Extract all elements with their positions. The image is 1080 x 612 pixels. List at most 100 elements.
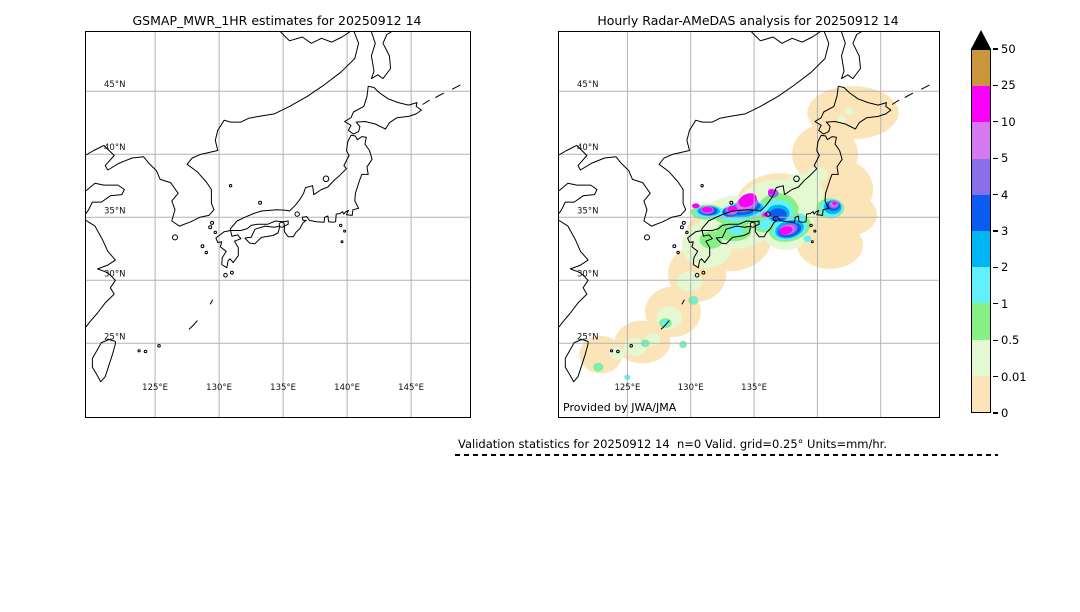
coastline bbox=[280, 32, 350, 44]
island-outline bbox=[343, 229, 347, 233]
colorbar-tick-label: 0.01 bbox=[1001, 369, 1027, 384]
precip-blob bbox=[757, 219, 771, 230]
coastline bbox=[564, 339, 589, 383]
lon-tick-label: 130°E bbox=[678, 383, 704, 393]
island-outline bbox=[685, 230, 689, 235]
precip-blob bbox=[738, 193, 757, 208]
coastline bbox=[904, 92, 914, 98]
precip-blob bbox=[778, 226, 793, 235]
coastline bbox=[86, 32, 360, 227]
footer-dashed-line bbox=[455, 454, 998, 456]
island-outline bbox=[676, 250, 680, 255]
validation-statistics-text: Validation statistics for 20250912 14 n=… bbox=[458, 437, 887, 451]
left-panel-title: GSMAP_MWR_1HR estimates for 20250912 14 bbox=[132, 13, 422, 28]
radar-map-panel: 45°N 40°N 35°N 30°N 25°N 125°E 130°E 135°E Prov… bbox=[558, 31, 940, 418]
island-outline bbox=[157, 344, 161, 348]
island-outline bbox=[793, 175, 800, 183]
lon-tick-label: 135°E bbox=[741, 383, 767, 393]
coastline bbox=[451, 84, 461, 90]
colorbar-tick-label: 4 bbox=[1001, 187, 1009, 202]
island-outline bbox=[749, 221, 756, 228]
coastline bbox=[91, 339, 116, 383]
island-outline bbox=[616, 349, 620, 354]
lat-tick-label: 35°N bbox=[577, 206, 598, 216]
precip-blob bbox=[837, 115, 846, 123]
coastline bbox=[681, 299, 685, 305]
island-outline bbox=[765, 211, 771, 217]
island-outline bbox=[694, 272, 700, 278]
colorbar-tick-label: 50 bbox=[1001, 42, 1016, 56]
precip-blob bbox=[769, 208, 787, 221]
colorbar-segment bbox=[972, 231, 990, 268]
lat-tick-label: 35°N bbox=[104, 206, 125, 216]
island-outline bbox=[228, 184, 233, 188]
island-outline bbox=[629, 344, 633, 348]
coastline bbox=[891, 99, 900, 105]
island-outline bbox=[701, 270, 706, 275]
lat-tick-label: 45°N bbox=[577, 80, 598, 90]
precip-blob bbox=[661, 319, 670, 327]
island-outline bbox=[210, 220, 215, 225]
coastline bbox=[370, 32, 392, 80]
lon-tick-label: 130°E bbox=[206, 383, 232, 393]
lat-tick-label: 40°N bbox=[104, 143, 125, 153]
colorbar-tick-label: 2 bbox=[1001, 260, 1009, 275]
coastline bbox=[715, 225, 752, 245]
colorbar-segment bbox=[972, 122, 990, 159]
lat-tick-label: 45°N bbox=[104, 80, 125, 90]
island-outline bbox=[258, 200, 263, 205]
island-outline bbox=[610, 349, 614, 353]
colorbar-tick-mark bbox=[993, 375, 998, 378]
right-panel-title: Hourly Radar-AMeDAS analysis for 2025091… bbox=[597, 13, 899, 28]
coastline bbox=[751, 32, 821, 44]
lon-tick-label: 125°E bbox=[142, 383, 168, 393]
colorbar-tick-label: 1 bbox=[1001, 296, 1009, 311]
island-outline bbox=[230, 270, 234, 275]
colorbar-tick-label: 0.5 bbox=[1001, 333, 1020, 348]
coastline bbox=[559, 32, 830, 227]
coastline bbox=[435, 92, 445, 98]
colorbar: 50 25 10 5 4 3 2 1 0.5 0.01 0 bbox=[971, 30, 1041, 430]
colorbar-tick-mark bbox=[993, 48, 998, 50]
precip-blob bbox=[803, 235, 812, 242]
lat-tick-label: 25°N bbox=[577, 332, 598, 342]
precip-blob bbox=[623, 338, 647, 356]
island-outline bbox=[278, 221, 285, 228]
colorbar-segment bbox=[972, 50, 990, 87]
colorbar-segment bbox=[972, 86, 990, 123]
colorbar-tick-mark bbox=[993, 339, 998, 341]
island-outline bbox=[339, 223, 343, 228]
coastline bbox=[559, 182, 598, 214]
colorbar-tick-mark bbox=[993, 193, 998, 196]
data-credit-label: Provided by JWA/JMA bbox=[563, 401, 677, 414]
lon-tick-label: 125°E bbox=[614, 383, 640, 393]
lat-tick-label: 25°N bbox=[104, 332, 125, 342]
coastline bbox=[86, 182, 125, 214]
island-outline bbox=[213, 230, 218, 235]
precip-blob bbox=[609, 347, 625, 360]
island-outline bbox=[700, 184, 704, 188]
island-outline bbox=[809, 223, 813, 228]
island-outline bbox=[681, 220, 686, 225]
colorbar-segment bbox=[972, 267, 990, 304]
colorbar-tick-mark bbox=[993, 121, 998, 123]
lat-tick-label: 30°N bbox=[577, 269, 598, 279]
colorbar-segment bbox=[972, 375, 990, 413]
lat-tick-label: 30°N bbox=[104, 269, 125, 279]
coastline bbox=[422, 99, 430, 105]
colorbar-tick-label: 0 bbox=[1001, 406, 1009, 420]
island-outline bbox=[208, 225, 213, 230]
precip-blob bbox=[802, 175, 815, 186]
island-outline bbox=[172, 234, 178, 241]
colorbar-tick-mark bbox=[993, 266, 998, 269]
island-outline bbox=[200, 244, 205, 249]
gsmap-map-panel: 45°N 40°N 35°N 30°N 25°N 125°E 130°E 135°E 140°E… bbox=[85, 31, 471, 418]
colorbar-segment bbox=[972, 303, 990, 340]
colorbar-tick-mark bbox=[993, 412, 998, 414]
colorbar-segment bbox=[972, 339, 990, 376]
island-outline bbox=[340, 240, 344, 244]
colorbar-overflow-triangle-icon bbox=[971, 30, 991, 49]
lon-tick-label: 140°E bbox=[334, 383, 360, 393]
precip-blob bbox=[680, 342, 686, 347]
